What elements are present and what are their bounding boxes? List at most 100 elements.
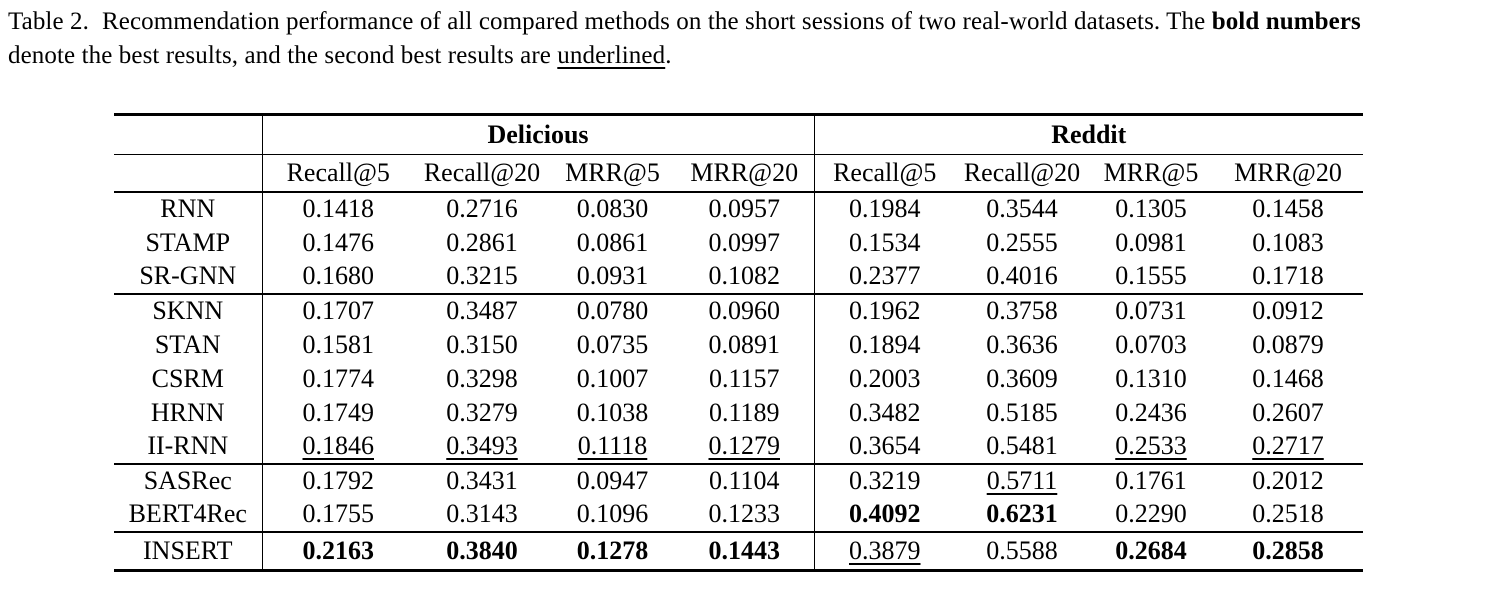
metric-cell: 0.1774	[302, 363, 375, 393]
dataset-group-row: Delicious Reddit	[114, 114, 1363, 155]
table-row: SASRec 0.1792 0.3431 0.0947 0.1104 0.3219 0.57…	[114, 463, 1363, 498]
table-row: STAN 0.1581 0.3150 0.0735 0.0891 0.1894 0.3636…	[114, 327, 1363, 362]
group-header-reddit: Reddit	[1051, 120, 1127, 149]
metric-cell: 0.0981	[1115, 227, 1187, 257]
metric-cell: 0.3279	[446, 397, 518, 427]
metric-cell: 0.3150	[446, 329, 518, 359]
metric-cell: 0.2858	[1252, 535, 1324, 565]
table-row: BERT4Rec 0.1755 0.3143 0.1096 0.1233 0.4092 0.…	[114, 497, 1363, 532]
metric-cell: 0.1755	[302, 499, 375, 528]
metric-cell: 0.2518	[1252, 499, 1324, 528]
method-cell: HRNN	[114, 395, 263, 430]
table-section: RNN 0.1418 0.2716 0.0830 0.0957 0.1984 0.3544 0…	[114, 191, 1363, 294]
metric-cell: 0.2163	[302, 535, 375, 565]
metric-cell: 0.0879	[1252, 329, 1324, 359]
group-header-delicious: Delicious	[262, 114, 815, 155]
metric-cell: 0.2436	[1115, 397, 1187, 427]
method-cell: SASRec	[114, 463, 263, 498]
col-header-delicious-recall5: Recall@5	[286, 157, 390, 187]
caption-table-number: Table 2.	[8, 8, 89, 35]
metric-cell: 0.1279	[675, 429, 815, 464]
metric-cell: 0.1718	[1252, 261, 1324, 290]
table-row: STAMP 0.1476 0.2861 0.0861 0.0997 0.1534 0.255…	[114, 225, 1363, 260]
table-row: SKNN 0.1707 0.3487 0.0780 0.0960 0.1962 0.3758…	[114, 293, 1363, 328]
table-row: HRNN 0.1749 0.3279 0.1038 0.1189 0.3482 0.5185…	[114, 395, 1363, 430]
metric-cell: 0.1468	[1252, 363, 1324, 393]
col-header-reddit-mrr5: MRR@5	[1103, 157, 1199, 187]
metric-cell: 0.1962	[849, 296, 921, 325]
method-cell: STAN	[114, 327, 263, 362]
metric-cell: 0.1707	[302, 296, 375, 325]
metric-cell: 0.1083	[1252, 227, 1324, 257]
table-section: SASRec 0.1792 0.3431 0.0947 0.1104 0.3219 0.57…	[114, 463, 1363, 532]
metric-cell: 0.1581	[302, 329, 375, 359]
metric-cell: 0.2533	[1115, 431, 1187, 460]
metric-cell: 0.1233	[675, 497, 815, 532]
table-caption: Table 2. Recommendation performance of al…	[8, 5, 1470, 73]
results-table-wrapper: Delicious Reddit Recall@5 Recall@20 MRR@…	[114, 113, 1363, 572]
metric-cell: 0.0830	[576, 194, 649, 223]
metric-cell: 0.1310	[1115, 363, 1187, 393]
metric-cell: 0.3482	[849, 397, 921, 427]
metric-cell: 0.5588	[986, 535, 1058, 565]
col-header-delicious-mrr5: MRR@5	[565, 157, 660, 187]
method-cell: RNN	[114, 191, 263, 226]
metric-cell: 0.5185	[986, 397, 1058, 427]
metric-cell: 0.2607	[1252, 397, 1324, 427]
metric-cell: 0.1082	[675, 259, 815, 294]
metric-cell: 0.1038	[576, 397, 649, 427]
metric-cell: 0.3879	[849, 535, 921, 565]
col-header-reddit-mrr20: MRR@20	[1234, 157, 1342, 187]
metric-cell: 0.3654	[849, 431, 921, 460]
table-row: II-RNN 0.1846 0.3493 0.1118 0.1279 0.3654 0.54…	[114, 429, 1363, 464]
metric-cell: 0.1104	[675, 463, 815, 498]
metric-cell: 0.2716	[446, 194, 518, 223]
metric-cell: 0.2377	[849, 261, 921, 290]
metric-cell: 0.0931	[576, 261, 649, 290]
metric-cell: 0.0735	[576, 329, 649, 359]
method-cell: BERT4Rec	[114, 497, 263, 532]
caption-underlined-phrase: underlined	[557, 42, 666, 69]
metric-cell: 0.1443	[675, 531, 815, 571]
table-section: SKNN 0.1707 0.3487 0.0780 0.0960 0.1962 0.3758…	[114, 293, 1363, 464]
caption-period: .	[665, 42, 672, 69]
table-row: CSRM 0.1774 0.3298 0.1007 0.1157 0.2003 0.3609…	[114, 361, 1363, 396]
table-section: INSERT 0.2163 0.3840 0.1278 0.1443 0.3879 0.55…	[114, 531, 1363, 571]
metric-cell: 0.0891	[675, 327, 815, 362]
metric-cell: 0.1984	[849, 194, 921, 223]
metric-cell: 0.1749	[302, 397, 375, 427]
metric-cell: 0.1157	[675, 361, 815, 396]
metric-cell: 0.3609	[986, 363, 1058, 393]
results-table: Delicious Reddit Recall@5 Recall@20 MRR@…	[114, 113, 1363, 572]
method-cell: II-RNN	[114, 429, 263, 464]
caption-text-1: Recommendation performance of all compar…	[101, 8, 1212, 35]
metric-cell: 0.0960	[675, 293, 815, 328]
metric-cell: 0.3840	[446, 535, 518, 565]
caption-text-2: denote the best results, and the second …	[8, 42, 558, 69]
metric-cell: 0.1418	[302, 194, 375, 223]
caption-bold-phrase: bold numbers	[1211, 8, 1361, 35]
col-header-reddit-recall20: Recall@20	[963, 157, 1081, 187]
metric-cell: 0.1189	[675, 395, 815, 430]
metric-cell: 0.3215	[446, 261, 518, 290]
metric-cell: 0.4092	[849, 499, 921, 528]
metric-cell: 0.1534	[849, 227, 921, 257]
metric-cell: 0.1476	[302, 227, 375, 257]
metric-cell: 0.2717	[1252, 431, 1324, 460]
method-cell: CSRM	[114, 361, 263, 396]
metric-cell: 0.3219	[849, 466, 921, 495]
metric-header-row: Recall@5 Recall@20 MRR@5 MRR@20 Recall@5…	[114, 154, 1363, 192]
metric-cell: 0.5481	[986, 431, 1058, 460]
metric-cell: 0.2861	[446, 227, 518, 257]
metric-cell: 0.0703	[1115, 329, 1187, 359]
metric-cell: 0.1118	[577, 431, 648, 460]
metric-cell: 0.1007	[576, 363, 649, 393]
metric-cell: 0.2684	[1115, 535, 1187, 565]
method-cell: SKNN	[114, 293, 263, 328]
metric-cell: 0.1278	[576, 535, 649, 565]
metric-cell: 0.0780	[576, 296, 649, 325]
caption-line-1: Table 2. Recommendation performance of al…	[8, 5, 1470, 39]
table-row: INSERT 0.2163 0.3840 0.1278 0.1443 0.3879 0.55…	[114, 531, 1363, 571]
metric-cell: 0.3544	[986, 194, 1058, 223]
metric-cell: 0.3758	[986, 296, 1058, 325]
